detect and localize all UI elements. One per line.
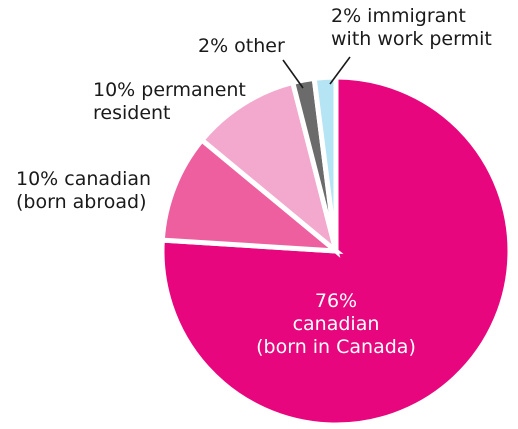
slice-canadian-born-abroad — [159, 136, 344, 254]
slice-label-canadian-born-abroad: 10% canadian (born abroad) — [16, 168, 152, 213]
slice-label-other: 2% other — [198, 35, 285, 57]
leader-line-immigrant-with-work-permit — [329, 56, 351, 85]
leader-line-other — [282, 59, 304, 89]
slice-label-canadian-born-in-canada: 76% canadian (born in Canada) — [256, 290, 416, 358]
slice-label-immigrant-with-work-permit: 2% immigrant with work permit — [331, 5, 492, 50]
slice-label-permanent-resident: 10% permanent resident — [93, 79, 246, 124]
